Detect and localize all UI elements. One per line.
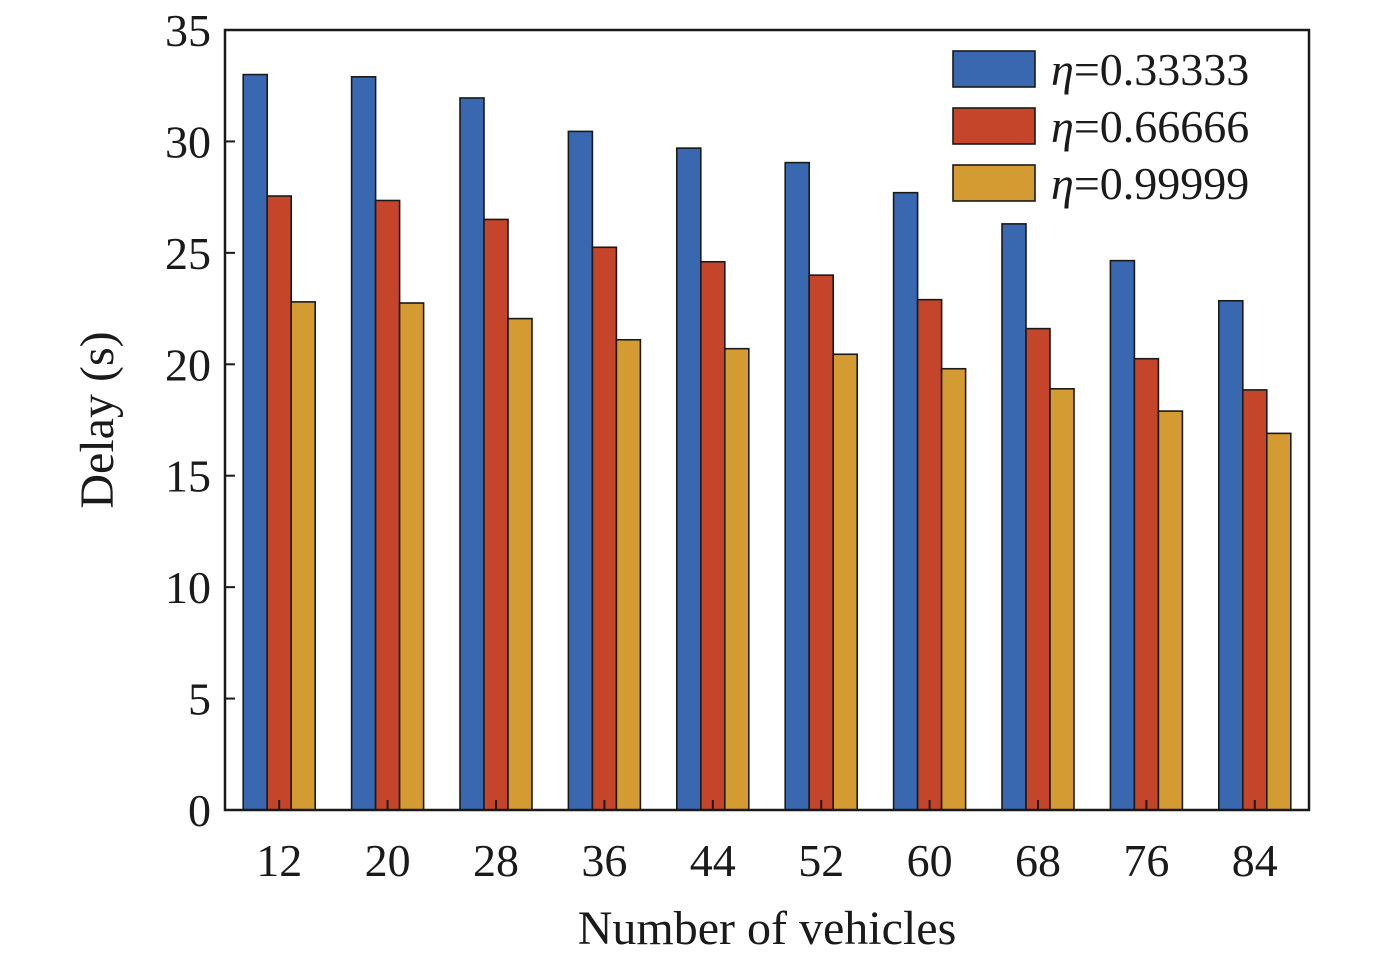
x-tick-label: 20 bbox=[365, 835, 411, 886]
bar-series-2-68 bbox=[1025, 327, 1051, 811]
bar-series-1-84 bbox=[1218, 299, 1244, 811]
bar-series-3-76 bbox=[1157, 410, 1184, 811]
bar-series-2-20 bbox=[374, 199, 401, 811]
bar-series-1-76 bbox=[1109, 259, 1136, 811]
legend-swatch-1 bbox=[952, 50, 1036, 88]
x-tick-label: 60 bbox=[907, 835, 953, 886]
legend-swatch-2 bbox=[952, 107, 1036, 145]
bar-series-2-76 bbox=[1133, 357, 1160, 811]
x-tick-label: 36 bbox=[581, 835, 627, 886]
legend-symbol: η bbox=[1051, 158, 1074, 209]
y-tick-label: 30 bbox=[165, 116, 211, 167]
legend-value: =0.66666 bbox=[1074, 101, 1249, 152]
y-tick-label: 0 bbox=[188, 785, 211, 836]
bar-series-1-52 bbox=[784, 161, 811, 811]
y-tick-label: 15 bbox=[165, 451, 211, 502]
bar-series-2-36 bbox=[591, 246, 618, 811]
bar-series-3-20 bbox=[398, 302, 425, 811]
y-tick-label: 25 bbox=[165, 228, 211, 279]
bar-series-3-68 bbox=[1049, 387, 1075, 811]
bar-series-2-44 bbox=[699, 260, 726, 811]
bar-series-1-36 bbox=[567, 130, 594, 811]
bar-series-3-36 bbox=[615, 338, 642, 811]
legend-symbol: η bbox=[1051, 101, 1074, 152]
x-tick-label: 44 bbox=[690, 835, 736, 886]
y-tick-label: 10 bbox=[165, 562, 211, 613]
y-tick-label: 5 bbox=[188, 674, 211, 725]
y-axis-title: Delay (s) bbox=[71, 331, 124, 508]
legend-label-1: η=0.33333 bbox=[1051, 44, 1249, 95]
x-tick-label: 84 bbox=[1232, 835, 1278, 886]
bar-series-1-20 bbox=[350, 76, 377, 811]
y-axis: 0 5 10 15 20 25 30 35 bbox=[165, 5, 235, 836]
x-tick-label: 76 bbox=[1123, 835, 1169, 886]
bar-series-3-44 bbox=[723, 347, 750, 811]
legend-label-3: η=0.99999 bbox=[1051, 158, 1249, 209]
bar-series-1-60 bbox=[892, 191, 919, 811]
bar-series-1-44 bbox=[675, 147, 702, 811]
bar-series-3-84 bbox=[1266, 432, 1292, 811]
legend-label-2: η=0.66666 bbox=[1051, 101, 1249, 152]
bar-series-1-12 bbox=[242, 73, 268, 811]
x-tick-label: 28 bbox=[473, 835, 519, 886]
bar-series-1-68 bbox=[1001, 223, 1027, 811]
x-tick-label: 68 bbox=[1015, 835, 1061, 886]
x-axis: 12 20 28 36 44 52 60 68 76 84 bbox=[256, 800, 1278, 886]
bar-series-3-28 bbox=[507, 317, 533, 811]
x-tick-label: 52 bbox=[798, 835, 844, 886]
legend-symbol: η bbox=[1051, 44, 1074, 95]
bar-series-3-52 bbox=[832, 353, 859, 811]
bar-series-3-60 bbox=[940, 367, 967, 811]
x-tick-label: 12 bbox=[256, 835, 302, 886]
bar-series-2-60 bbox=[916, 298, 943, 811]
bar-series-2-12 bbox=[266, 195, 293, 811]
x-axis-title: Number of vehicles bbox=[578, 902, 957, 955]
bar-series-2-28 bbox=[483, 218, 509, 811]
y-tick-label: 20 bbox=[165, 339, 211, 390]
bar-series-2-84 bbox=[1242, 389, 1268, 811]
bar-series-3-12 bbox=[290, 301, 317, 811]
bar-series-2-52 bbox=[808, 274, 835, 811]
bar-series-1-28 bbox=[459, 97, 485, 811]
legend-value: =0.33333 bbox=[1074, 44, 1249, 95]
bars-group bbox=[242, 73, 1292, 811]
legend-value: =0.99999 bbox=[1074, 158, 1249, 209]
y-tick-label: 35 bbox=[165, 5, 211, 56]
legend-swatch-3 bbox=[952, 164, 1036, 202]
plot-frame bbox=[223, 28, 1311, 812]
